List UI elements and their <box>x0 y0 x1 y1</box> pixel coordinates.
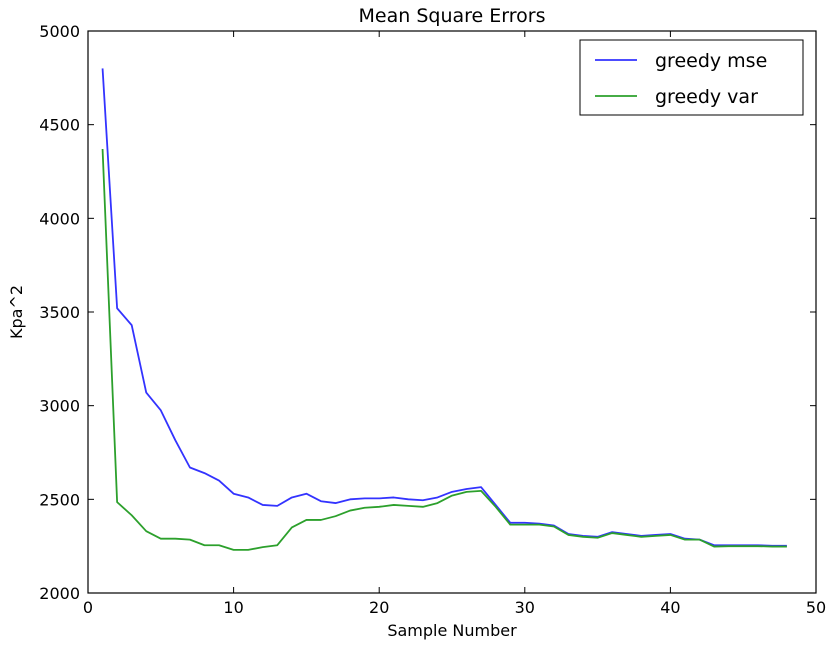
legend-box <box>579 39 804 116</box>
x-tick-label: 30 <box>515 598 535 617</box>
x-tick-label: 50 <box>806 598 826 617</box>
legend-label-mse: greedy mse <box>655 50 767 72</box>
chart-title: Mean Square Errors <box>359 5 546 27</box>
y-tick-label: 4500 <box>39 116 80 135</box>
y-tick-label: 4000 <box>39 209 80 228</box>
y-axis-ticks: 2000 2500 3000 3500 4000 4500 5000 <box>39 22 816 603</box>
y-tick-label: 5000 <box>39 22 80 41</box>
y-tick-label: 3500 <box>39 303 80 322</box>
legend-label-var: greedy var <box>655 86 758 108</box>
y-tick-label: 2000 <box>39 584 80 603</box>
legend: greedy mse greedy var <box>579 39 804 116</box>
series-line-greedy-var <box>101 148 787 551</box>
x-axis-label: Sample Number <box>387 621 517 640</box>
x-tick-label: 10 <box>223 598 243 617</box>
plot-area <box>101 68 787 551</box>
y-tick-label: 2500 <box>39 490 80 509</box>
x-tick-label: 20 <box>369 598 389 617</box>
y-axis-label: Kpa^2 <box>7 285 26 339</box>
series-line-greedy-mse <box>101 68 787 547</box>
y-tick-label: 3000 <box>39 397 80 416</box>
x-tick-label: 40 <box>660 598 680 617</box>
x-axis-ticks: 0 10 20 30 40 50 <box>83 31 826 617</box>
x-tick-label: 0 <box>83 598 93 617</box>
